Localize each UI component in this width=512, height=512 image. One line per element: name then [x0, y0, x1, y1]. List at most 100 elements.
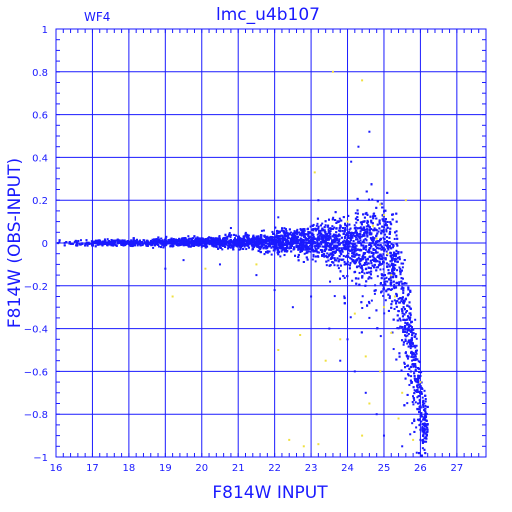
data-point [358, 271, 361, 274]
data-point [399, 301, 402, 304]
data-point [363, 263, 366, 266]
data-point [86, 244, 89, 247]
data-point [211, 244, 214, 247]
data-point [94, 239, 97, 242]
data-point [242, 247, 245, 250]
data-point [374, 214, 377, 217]
data-point [320, 243, 323, 246]
data-point [391, 268, 394, 271]
data-point [401, 266, 404, 269]
data-point [381, 214, 384, 217]
data-point [314, 227, 317, 230]
data-point [420, 392, 423, 395]
data-point [317, 232, 320, 235]
data-point [393, 307, 396, 310]
data-point [402, 328, 405, 331]
data-point [77, 239, 80, 242]
data-point [204, 244, 207, 247]
data-point [335, 259, 338, 262]
data-point [343, 297, 346, 300]
data-point [323, 245, 326, 248]
data-point [390, 264, 393, 267]
data-point [389, 276, 392, 279]
data-point [372, 214, 375, 217]
data-point [275, 236, 278, 239]
data-point [340, 241, 343, 244]
data-point [378, 240, 381, 243]
data-point [298, 231, 301, 234]
data-point [369, 255, 372, 258]
data-point [267, 237, 270, 240]
data-point [356, 253, 359, 256]
data-point [347, 247, 350, 250]
data-point [416, 418, 419, 421]
data-point [135, 238, 138, 241]
data-point [278, 241, 281, 244]
data-point [68, 241, 71, 244]
data-point [412, 397, 415, 400]
data-point [114, 244, 117, 247]
data-point [373, 266, 376, 269]
data-point [266, 239, 269, 242]
data-point [421, 427, 424, 430]
data-point [101, 242, 104, 245]
data-point [336, 248, 339, 251]
data-point [239, 238, 242, 241]
data-point [416, 408, 419, 411]
data-point [390, 284, 393, 287]
data-point [272, 236, 275, 239]
data-point [277, 253, 280, 256]
data-point [417, 395, 420, 398]
data-point [360, 301, 363, 304]
data-point [373, 212, 376, 215]
data-point [385, 224, 388, 227]
data-point [363, 262, 366, 265]
data-point [296, 232, 299, 235]
data-point [244, 234, 247, 237]
data-point [407, 288, 410, 291]
data-point [382, 215, 385, 218]
data-point [326, 238, 329, 241]
data-point [139, 244, 142, 247]
data-point [245, 241, 248, 244]
data-point [269, 236, 272, 239]
data-point [331, 225, 334, 228]
data-point [389, 252, 392, 255]
data-point [383, 249, 386, 252]
data-point [398, 301, 401, 304]
data-point [332, 261, 335, 264]
data-point [382, 219, 385, 222]
data-point [76, 241, 79, 244]
data-point [385, 236, 388, 239]
data-point [423, 416, 426, 419]
data-point [292, 248, 295, 251]
data-point [147, 240, 150, 243]
data-point [285, 239, 288, 242]
data-point [410, 338, 413, 341]
data-point [425, 440, 428, 443]
data-point [407, 325, 410, 328]
data-point [311, 248, 314, 251]
data-point [262, 243, 265, 246]
data-point [406, 402, 409, 405]
data-point [335, 221, 338, 224]
data-point [379, 253, 382, 256]
data-point [327, 259, 330, 262]
data-point [422, 434, 425, 437]
data-point [367, 225, 370, 228]
data-point [421, 403, 424, 406]
data-point [364, 284, 367, 287]
data-point [260, 234, 263, 237]
data-point [391, 257, 394, 260]
data-point [368, 233, 371, 236]
data-point [400, 308, 403, 311]
data-point [407, 374, 410, 377]
data-point [404, 352, 407, 355]
data-point [407, 345, 410, 348]
data-point [359, 266, 362, 269]
data-point [413, 344, 416, 347]
data-point [309, 236, 312, 239]
data-point [334, 244, 337, 247]
data-point [426, 423, 429, 426]
